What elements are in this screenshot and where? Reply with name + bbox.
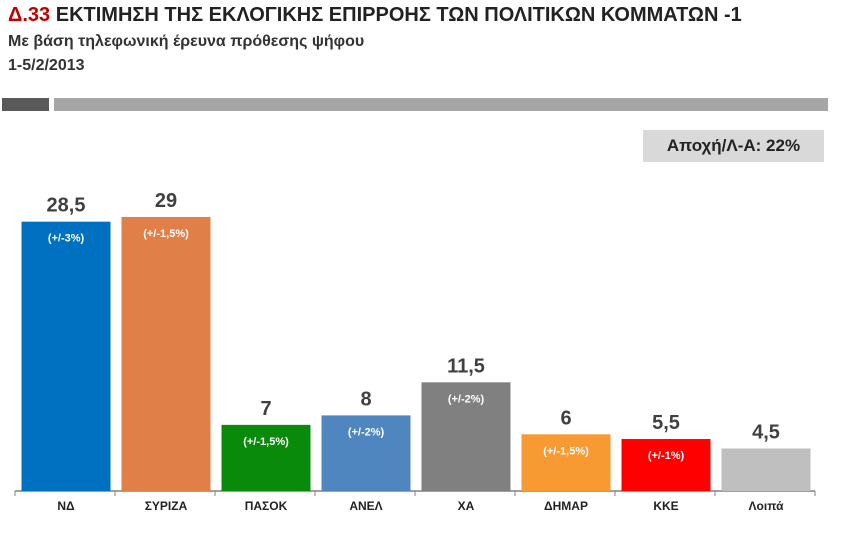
chart-title-text: ΕΚΤΙΜΗΣΗ ΤΗΣ ΕΚΛΟΓΙΚΗΣ ΕΠΙΡΡΟΗΣ ΤΩΝ ΠΟΛΙ… (55, 4, 742, 26)
data-label-2: 7 (260, 398, 271, 420)
x-tick-label-4: ΧΑ (458, 499, 475, 513)
x-tick-label-5: ΔΗΜΑΡ (544, 499, 588, 513)
bar-2 (221, 424, 311, 491)
margin-label-2: (+/-1,5%) (243, 436, 289, 448)
bar-6 (621, 439, 711, 491)
bar-3 (321, 415, 411, 491)
data-label-0: 28,5 (47, 195, 86, 217)
data-label-7: 4,5 (752, 421, 780, 443)
abstention-box: Αποχή/Λ-Α: 22% (643, 130, 824, 162)
data-label-6: 5,5 (652, 412, 680, 434)
chart-subtitle: Με βάση τηλεφωνική έρευνα πρόθεσης ψήφου (8, 33, 365, 50)
header-divider-light (54, 98, 828, 111)
x-tick-label-1: ΣΥΡΙΖΑ (145, 499, 188, 513)
x-tick-label-0: ΝΔ (57, 499, 75, 513)
x-tick-label-3: ΑΝΕΛ (349, 499, 382, 513)
data-label-5: 6 (560, 407, 571, 429)
chart-code: Δ.33 (8, 4, 51, 26)
bar-0 (21, 221, 111, 492)
survey-date: 1-5/2/2013 (8, 57, 85, 74)
data-label-1: 29 (155, 190, 177, 212)
margin-label-1: (+/-1,5%) (143, 228, 189, 240)
bar-4 (421, 382, 511, 491)
bar-5 (521, 434, 611, 491)
x-tick-label-7: Λοιπά (749, 499, 785, 513)
margin-label-3: (+/-2%) (348, 426, 385, 438)
chart-title: Δ.33 ΕΚΤΙΜΗΣΗ ΤΗΣ ΕΚΛΟΓΙΚΗΣ ΕΠΙΡΡΟΗΣ ΤΩΝ… (8, 4, 742, 27)
data-label-4: 11,5 (447, 355, 485, 377)
x-tick-label-6: ΚΚΕ (653, 499, 678, 513)
x-tick-label-2: ΠΑΣΟΚ (245, 499, 288, 513)
data-label-3: 8 (360, 388, 371, 410)
header-divider-dark (2, 98, 49, 111)
margin-label-5: (+/-1,5%) (543, 445, 589, 457)
margin-label-6: (+/-1%) (648, 450, 685, 462)
bar-1 (121, 216, 211, 491)
margin-label-4: (+/-2%) (448, 393, 485, 405)
bar-7 (721, 448, 811, 491)
margin-label-0: (+/-3%) (48, 233, 85, 245)
